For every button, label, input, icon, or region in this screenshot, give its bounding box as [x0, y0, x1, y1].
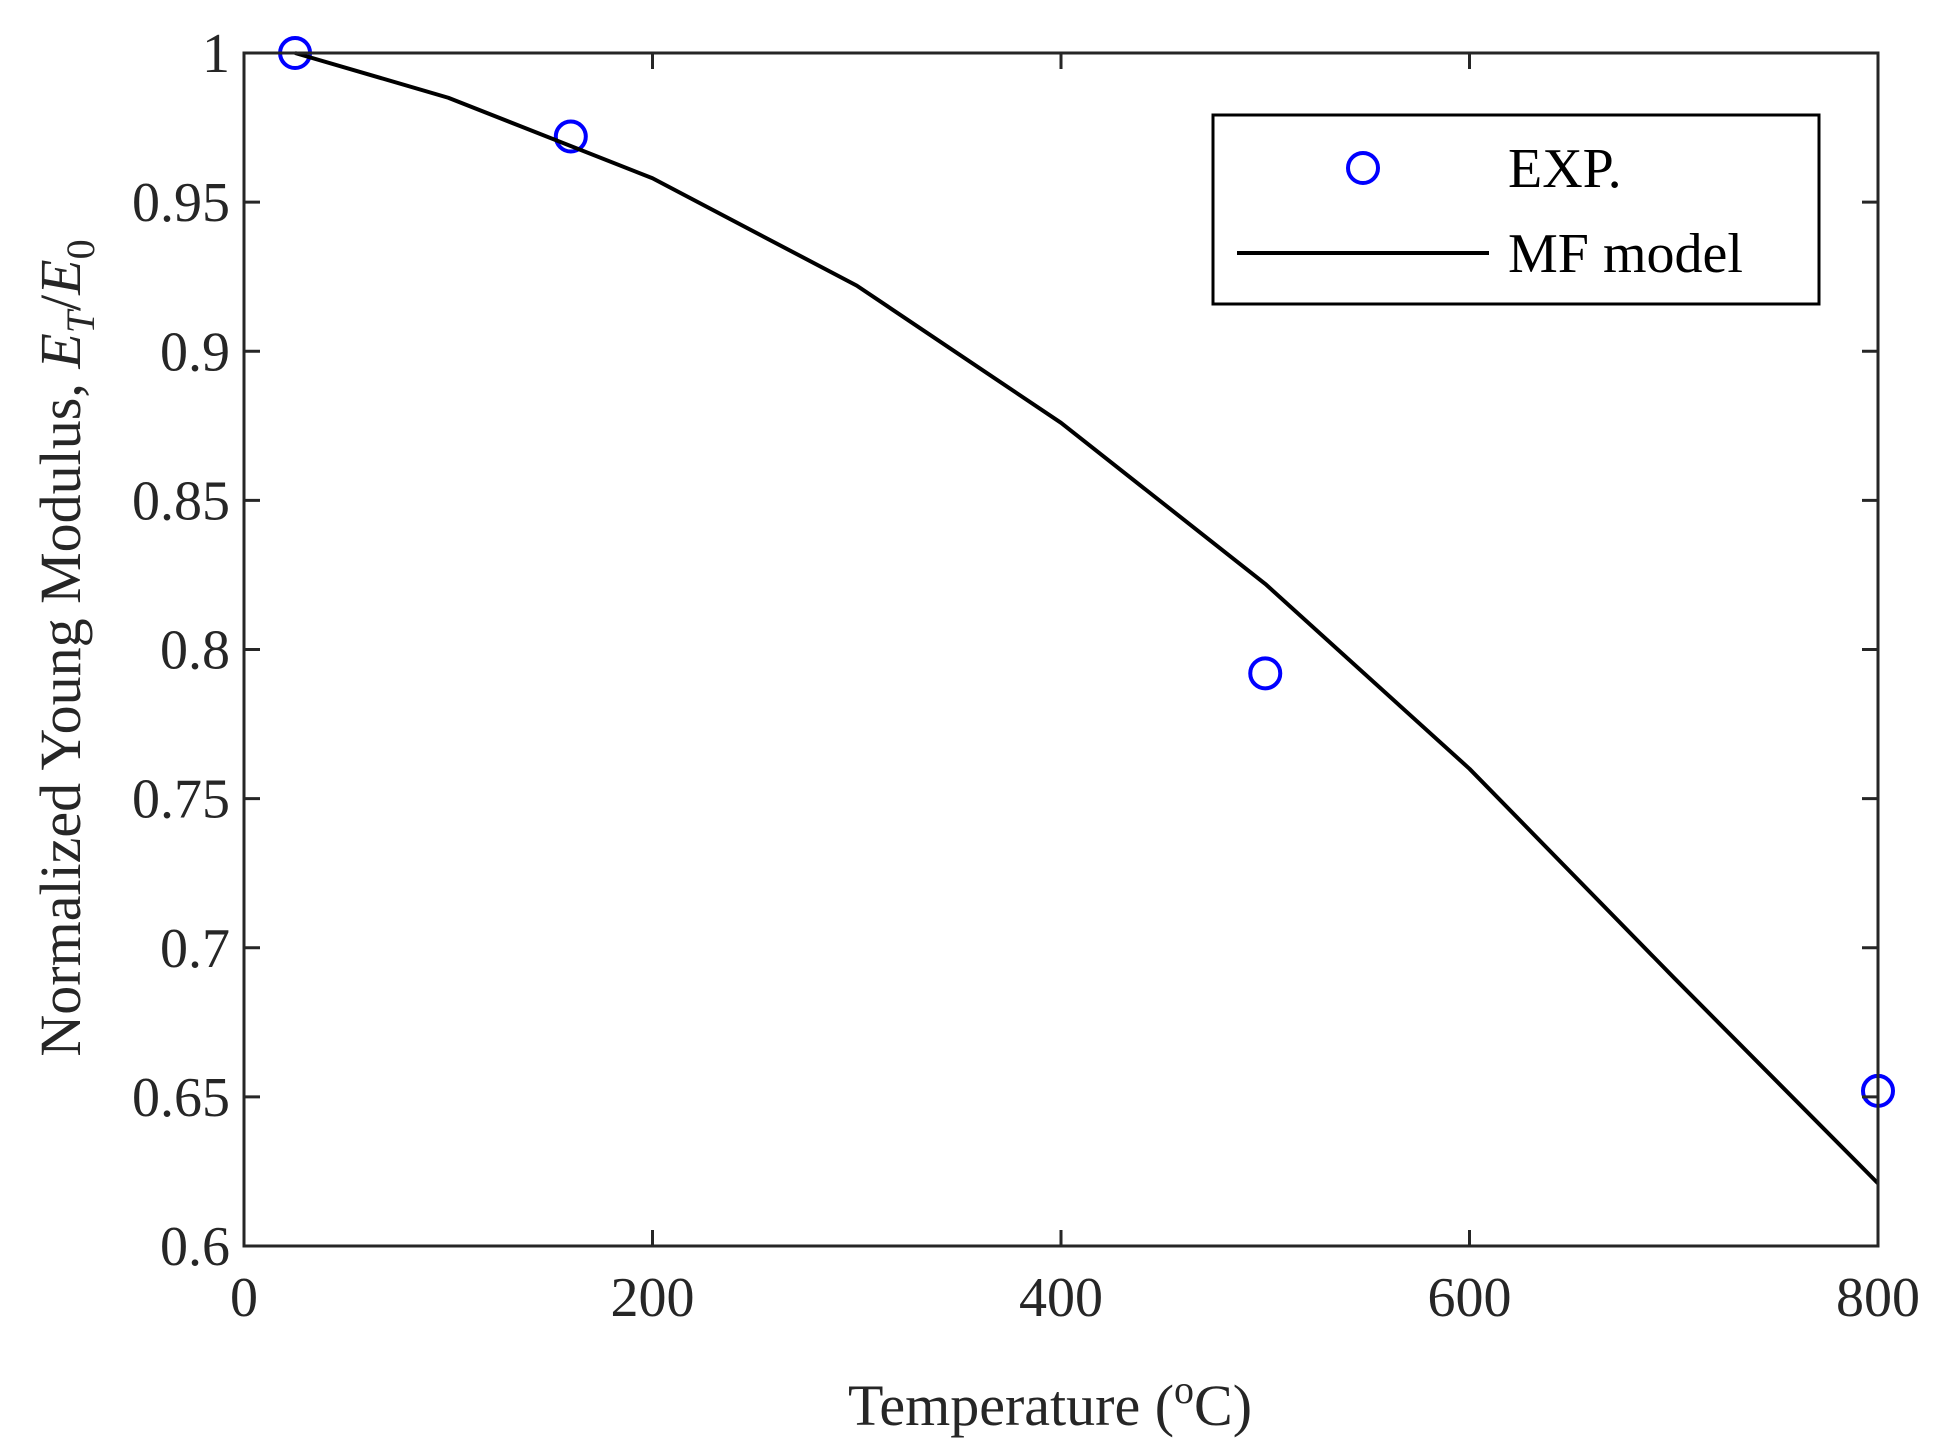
x-axis-label-superscript: o — [1174, 1367, 1194, 1412]
y-axis-label-e-0: E — [28, 259, 93, 295]
x-tick-label: 0 — [230, 1267, 258, 1329]
legend-mf-label: MF model — [1508, 223, 1743, 285]
legend-exp-label: EXP. — [1508, 138, 1622, 200]
y-axis-label: Normalized Young Modulus, ET/E0 — [28, 239, 103, 1056]
y-axis-label-sub-t: T — [58, 308, 103, 333]
y-tick-label: 0.6 — [160, 1216, 230, 1278]
mf-model-line — [294, 51, 1880, 1185]
y-axis-label-slash: / — [28, 294, 93, 311]
x-axis-label: Temperature (oC) — [848, 1367, 1252, 1438]
y-tick-label: 1 — [202, 23, 230, 85]
y-tick-label: 0.8 — [160, 620, 230, 682]
y-tick-label: 0.95 — [132, 172, 230, 234]
y-tick-label: 0.75 — [132, 769, 230, 831]
axes-box — [242, 51, 1880, 1248]
x-tick-label: 600 — [1428, 1267, 1512, 1329]
y-axis-label-e-t: E — [28, 333, 93, 369]
x-axis-label-main: Temperature ( — [848, 1373, 1174, 1438]
y-tick-label: 0.85 — [132, 470, 230, 532]
exp-data-point — [1248, 656, 1283, 691]
legend-box — [1211, 113, 1821, 306]
legend: EXP. MF model — [1211, 113, 1821, 306]
y-tick-label: 0.9 — [160, 321, 230, 383]
y-tick-label: 0.7 — [160, 918, 230, 980]
y-axis-label-sub-0: 0 — [58, 239, 103, 259]
x-axis-label-end: C) — [1194, 1373, 1252, 1438]
ticks-layer: 0 200 400 600 800 0.6 0.65 0.7 0.75 0.8 0.85 0.9 0.9… — [132, 23, 1920, 1329]
x-tick-label: 800 — [1836, 1267, 1920, 1329]
legend-exp-marker — [1346, 151, 1380, 185]
x-tick-label: 400 — [1019, 1267, 1103, 1329]
y-axis-label-main: Normalized Young Modulus, — [28, 369, 93, 1057]
x-tick-label: 200 — [611, 1267, 695, 1329]
y-tick-label: 0.65 — [132, 1067, 230, 1129]
exp-data-point — [553, 119, 588, 154]
